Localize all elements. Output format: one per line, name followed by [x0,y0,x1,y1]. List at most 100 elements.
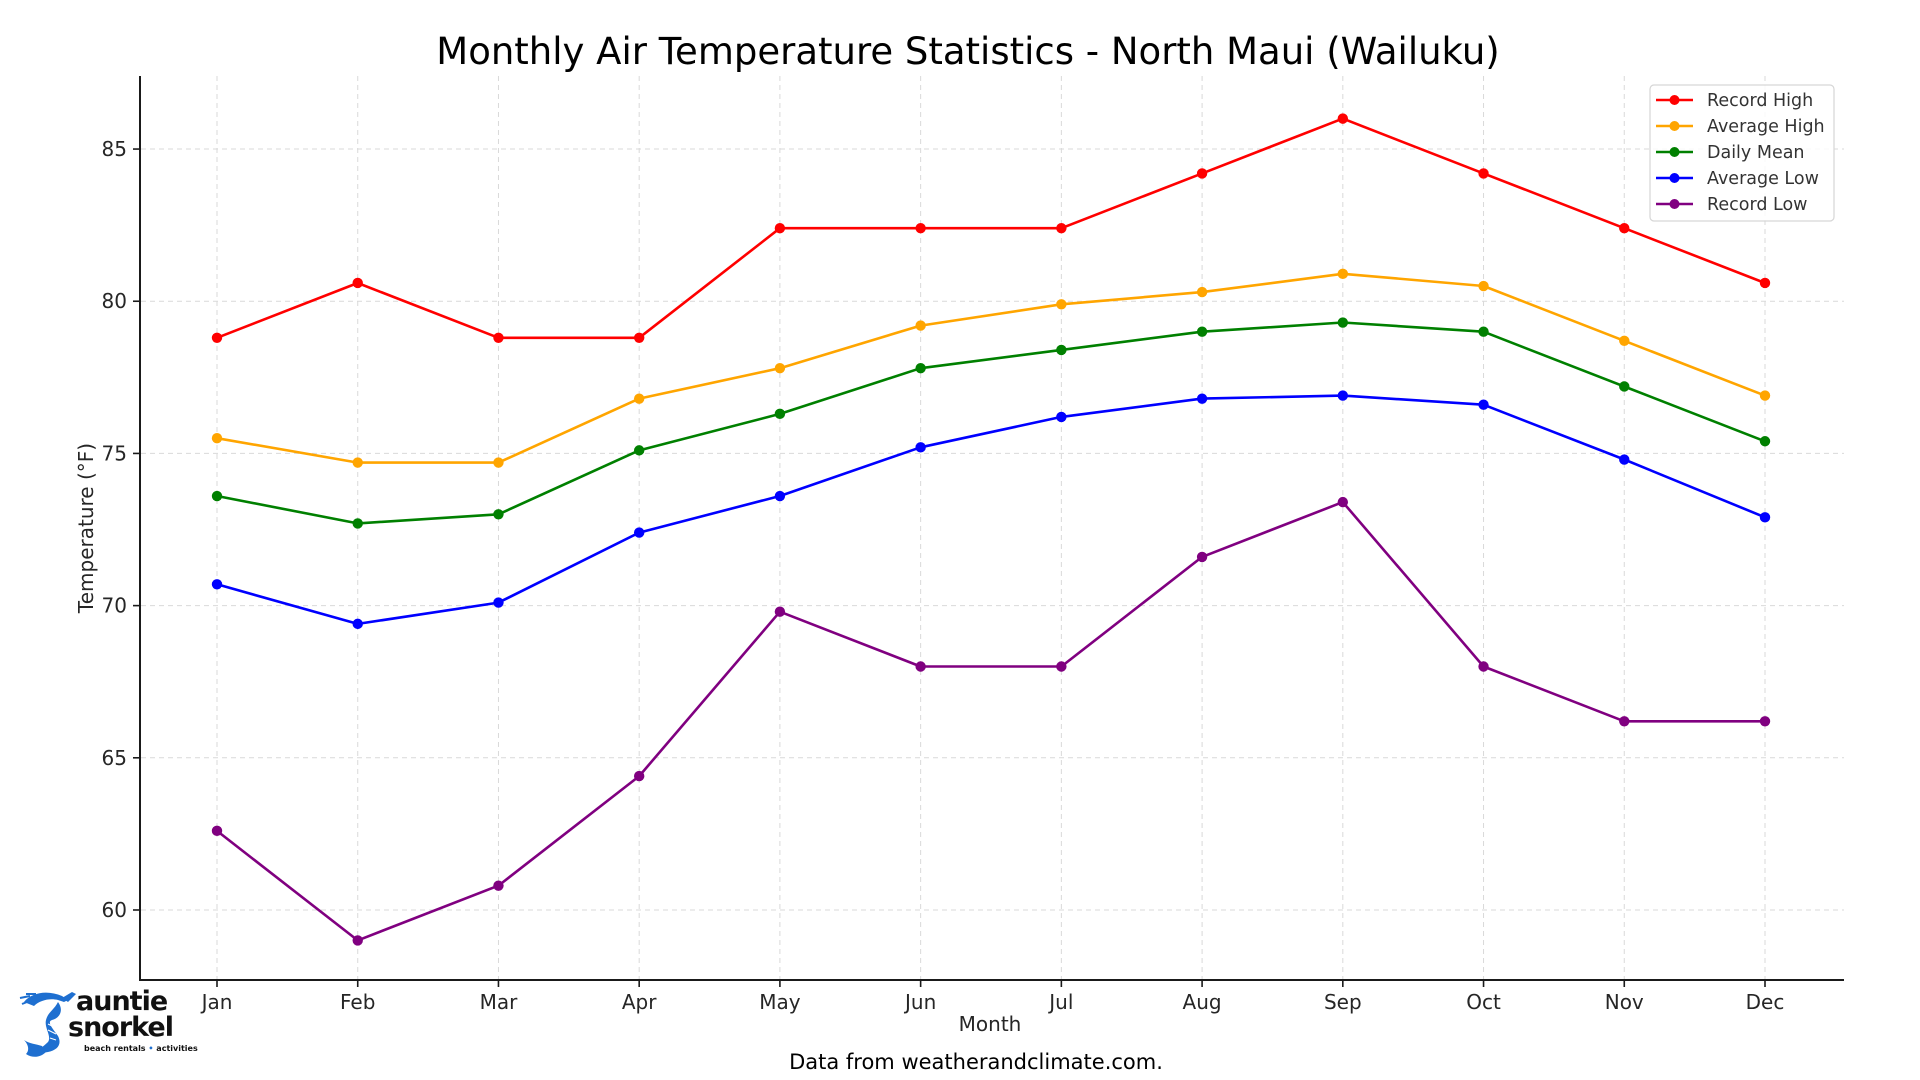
data-point [1337,390,1349,401]
data-point [493,332,504,343]
legend-box [1649,84,1835,222]
series-record-high [211,113,1771,343]
data-point [633,393,645,404]
x-tick-label: Jul [1047,990,1073,1014]
x-tick-label: Nov [1605,990,1644,1014]
data-point [774,606,786,617]
data-point [915,222,926,234]
data-point [1759,390,1771,401]
data-point [1056,661,1067,672]
x-tick-label: Oct [1466,990,1501,1014]
logo-tagline-left: beach rentals [84,1044,146,1053]
data-point [1619,454,1630,465]
data-point [493,509,504,520]
x-axis-label: Month [959,1012,1022,1036]
legend-swatch-marker [1669,199,1680,209]
source-note: Data from weatherandclimate.com. [789,1050,1163,1074]
data-point [1478,168,1489,179]
data-point [1619,222,1630,234]
series-average-low [211,390,1771,630]
data-point [1196,551,1208,563]
axes [139,76,1844,981]
y-axis-label: Temperature (°F) [74,443,98,614]
legend-swatch-marker [1669,173,1680,183]
series-average-high [211,268,1771,468]
data-point [1196,326,1208,337]
data-point [493,597,504,608]
series-line [216,272,1766,464]
data-point [915,363,926,374]
data-point [1337,113,1349,124]
legend-label: Daily Mean [1707,143,1805,163]
data-point [633,445,645,456]
data-point [352,618,363,630]
data-point [352,277,363,289]
series-line [216,500,1765,942]
x-tick-label: Apr [622,990,657,1014]
data-point [1056,344,1067,356]
y-tick-label: 60 [102,898,127,922]
series-record-low [211,496,1771,946]
data-point [1056,299,1067,310]
data-point [1337,496,1349,508]
data-point [1196,286,1208,298]
data-point [774,490,786,502]
data-point [1759,436,1771,447]
logo-tagline-right: activities [156,1044,198,1053]
x-tick-label: Feb [340,990,375,1014]
data-point [211,332,223,343]
legend-item: Average High [1656,117,1825,137]
series-line [216,394,1766,626]
data-point [774,222,786,234]
legend-item: Daily Mean [1656,143,1805,163]
x-tick-label: Jun [903,990,936,1014]
data-point [1337,268,1349,280]
logo-word-auntie: auntie [76,986,168,1017]
data-point [1759,277,1771,289]
y-tick-label: 80 [102,289,127,313]
legend-label: Record Low [1707,195,1808,215]
data-point [1478,326,1489,337]
legend-label: Average High [1707,117,1825,137]
x-tick-label: Aug [1183,990,1222,1014]
legend-item: Record High [1656,91,1813,111]
data-point [1619,381,1630,392]
data-point [211,433,223,444]
data-point [352,935,363,946]
data-point [1478,280,1489,292]
x-tick-label: Sep [1324,990,1362,1014]
data-point [1337,317,1349,328]
data-point [774,363,786,374]
legend-item: Record Low [1656,195,1808,215]
gridlines [141,76,1844,979]
chart-title: Monthly Air Temperature Statistics - Nor… [436,30,1499,73]
x-tick-label: May [759,990,801,1014]
data-point [1056,411,1067,423]
data-point [1478,661,1489,672]
series-lines [211,113,1771,946]
data-point [211,825,223,837]
data-point [1056,222,1067,234]
data-point [633,770,645,782]
mermaid-icon [19,992,76,1057]
data-point [1759,512,1771,523]
legend-swatch-marker [1669,121,1680,131]
x-tick-label: Mar [480,990,519,1014]
data-point [1196,393,1208,404]
legend-swatch-marker [1669,95,1680,105]
y-axis-ticks: 60 65 70 75 80 85 [102,137,140,922]
data-point [352,518,363,529]
x-axis-ticks: Jan Feb Mar Apr May Jun Jul Aug Sep Oct Nov Dec [200,980,1784,1014]
logo-tagline-dot: • [148,1044,154,1053]
legend-swatch-marker [1669,147,1680,157]
data-point [493,880,504,891]
logo-word-snorkel: snorkel [68,1012,174,1043]
data-point [1619,335,1630,347]
y-tick-label: 70 [102,594,127,618]
data-point [915,320,926,331]
data-point [915,661,926,672]
series-daily-mean [211,317,1771,529]
logo-tagline: beach rentals • activities [84,1044,198,1053]
series-line [216,117,1766,340]
auntie-snorkel-logo: auntie snorkel beach rentals • activitie… [18,986,198,1063]
